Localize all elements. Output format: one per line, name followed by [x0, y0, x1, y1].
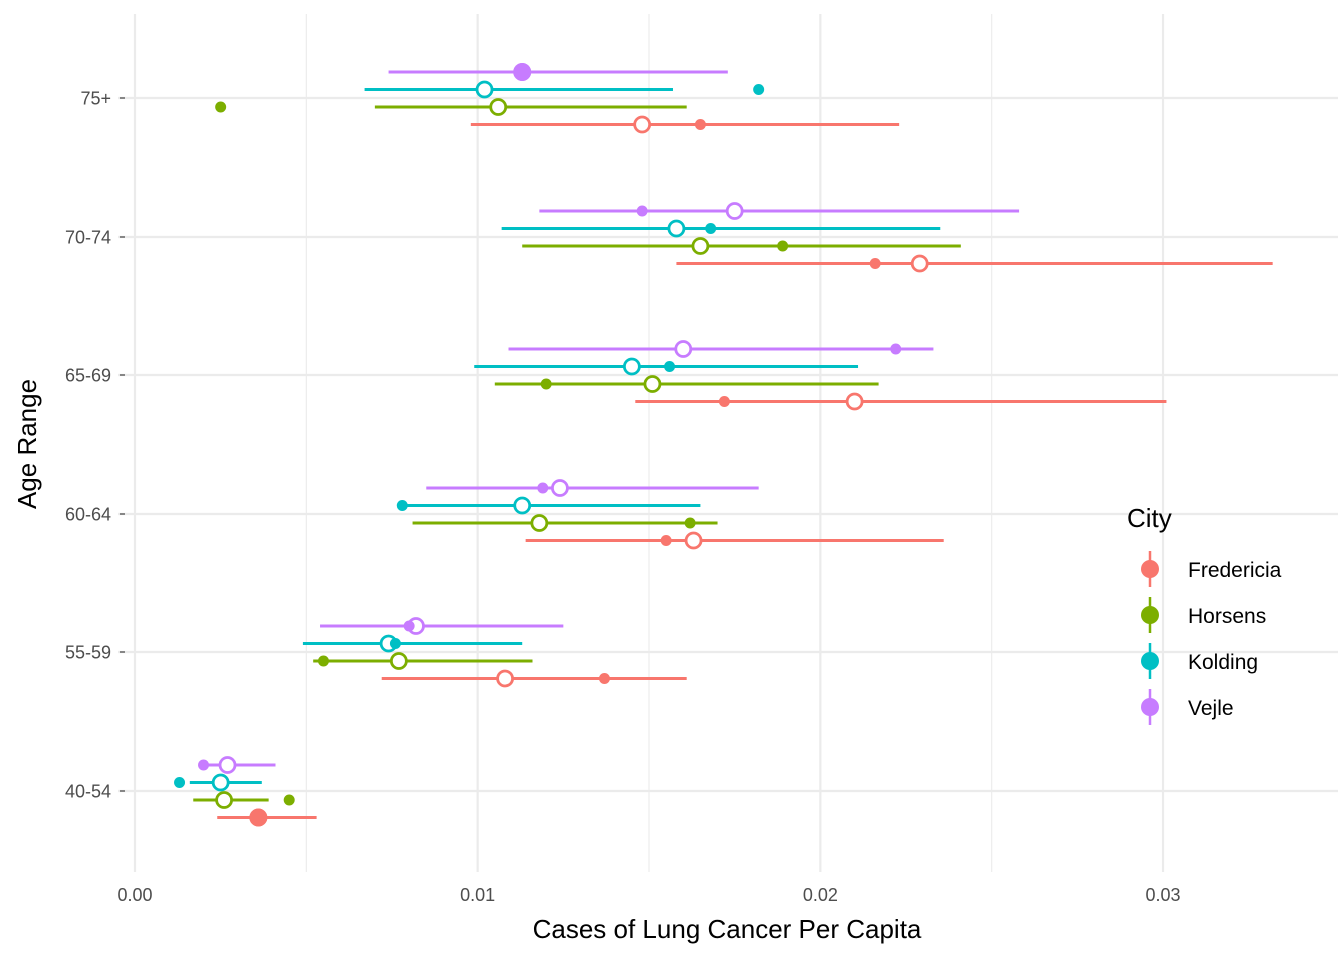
filled-point: [777, 240, 789, 252]
y-tick-label: 75+: [80, 89, 111, 109]
legend-key-point: [1141, 560, 1159, 578]
legend-item-fredericia: Fredericia: [1141, 551, 1282, 587]
legend-label: Horsens: [1188, 605, 1266, 628]
filled-point: [664, 361, 676, 372]
open-point: [513, 496, 532, 515]
open-point: [622, 357, 641, 376]
y-tick-label: 65-69: [65, 366, 111, 386]
series-vejle: [198, 63, 1020, 774]
legend-label: Vejle: [1188, 697, 1234, 720]
open-point: [389, 652, 408, 670]
open-point: [218, 756, 237, 774]
legend-label: Kolding: [1188, 651, 1258, 674]
filled-point: [705, 223, 717, 234]
filled-point: [718, 396, 730, 407]
filled-point: [513, 63, 532, 81]
filled-point: [890, 343, 902, 355]
y-axis-title: Age Range: [12, 379, 42, 509]
grid: [118, 14, 1338, 872]
filled-point: [694, 119, 706, 130]
legend-item-horsens: Horsens: [1141, 597, 1266, 633]
open-point: [530, 514, 549, 532]
filled-point: [396, 500, 408, 511]
filled-point: [684, 517, 696, 529]
open-point: [674, 340, 693, 358]
y-tick-label: 60-64: [65, 505, 111, 525]
open-point: [667, 219, 686, 238]
open-point: [633, 115, 652, 134]
filled-point: [249, 808, 268, 827]
y-axis-ticks: 40-54 55-59 60-64 65-69 70-74 75+: [65, 89, 125, 802]
open-point: [910, 254, 929, 273]
filled-point: [317, 655, 329, 667]
open-point: [845, 392, 864, 411]
open-point: [489, 98, 508, 116]
legend-entries: Fredericia Horsens Kolding Vejle: [1141, 551, 1282, 725]
plot-marks: [174, 63, 1273, 827]
filled-point: [869, 258, 881, 269]
open-point: [211, 773, 230, 792]
y-tick-label: 70-74: [65, 228, 111, 248]
series-horsens: [193, 98, 961, 809]
filled-point: [753, 84, 765, 95]
filled-point: [198, 759, 210, 771]
filled-point: [540, 378, 552, 390]
filled-point: [537, 482, 549, 494]
legend-item-kolding: Kolding: [1141, 643, 1258, 679]
series-kolding: [174, 80, 941, 792]
legend: City Fredericia Horsens Kolding Vejle: [1127, 503, 1282, 725]
filled-point: [215, 101, 227, 113]
x-tick-label: 0.00: [117, 885, 152, 905]
filled-point: [174, 777, 186, 788]
y-tick-label: 55-59: [65, 643, 111, 663]
open-point: [684, 531, 703, 550]
open-point: [643, 375, 662, 393]
legend-key-point: [1141, 652, 1159, 670]
x-tick-label: 0.01: [460, 885, 495, 905]
x-tick-label: 0.03: [1145, 885, 1180, 905]
filled-point: [389, 638, 401, 649]
x-axis-title: Cases of Lung Cancer Per Capita: [533, 914, 922, 944]
y-tick-label: 40-54: [65, 782, 111, 802]
open-point: [725, 202, 744, 220]
legend-key-point: [1141, 698, 1159, 716]
filled-point: [636, 205, 648, 217]
open-point: [691, 237, 710, 255]
legend-item-vejle: Vejle: [1141, 689, 1234, 725]
axes: 0.00 0.01 0.02 0.03 40-54 55-59 60-64 65-69 70-…: [12, 89, 1181, 945]
legend-label: Fredericia: [1188, 559, 1282, 582]
filled-point: [598, 673, 610, 684]
legend-title: City: [1127, 503, 1172, 533]
x-tick-label: 0.02: [803, 885, 838, 905]
open-point: [475, 80, 494, 99]
filled-point: [283, 794, 295, 806]
open-point: [215, 791, 233, 809]
series-fredericia: [217, 115, 1273, 827]
open-point: [496, 669, 514, 688]
x-axis-ticks: 0.00 0.01 0.02 0.03: [117, 885, 1180, 905]
filled-point: [403, 620, 415, 632]
legend-key-point: [1141, 606, 1159, 624]
filled-point: [660, 535, 672, 546]
open-point: [551, 479, 569, 497]
